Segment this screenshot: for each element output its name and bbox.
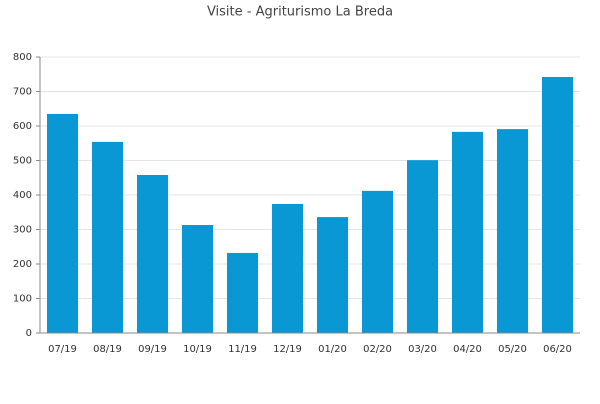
x-tick-label: 10/19	[183, 344, 212, 355]
x-tick-label: 05/20	[498, 344, 527, 355]
y-tick-label: 500	[13, 156, 32, 167]
y-tick-label: 800	[13, 52, 32, 63]
x-tick-label: 11/19	[228, 344, 257, 355]
x-tick-label: 04/20	[453, 344, 482, 355]
y-tick-label: 0	[26, 328, 32, 339]
bar	[136, 174, 169, 333]
bar	[226, 252, 259, 333]
bar	[91, 141, 124, 333]
bar	[316, 217, 349, 333]
y-tick-label: 400	[13, 190, 32, 201]
x-tick-label: 09/19	[138, 344, 167, 355]
y-tick-label: 100	[13, 294, 32, 305]
x-tick-label: 02/20	[363, 344, 392, 355]
y-tick-label: 200	[13, 259, 32, 270]
x-tick-label: 08/19	[93, 344, 122, 355]
x-tick-label: 06/20	[543, 344, 572, 355]
bar	[541, 77, 574, 333]
x-tick-label: 12/19	[273, 344, 302, 355]
x-tick-label: 01/20	[318, 344, 347, 355]
bar	[181, 225, 214, 333]
bar	[496, 129, 529, 333]
y-tick-label: 300	[13, 225, 32, 236]
bar	[271, 203, 304, 333]
chart-title: Visite - Agriturismo La Breda	[207, 5, 393, 20]
y-tick-label: 700	[13, 87, 32, 98]
bar	[451, 131, 484, 333]
y-tick-label: 600	[13, 121, 32, 132]
x-tick-label: 03/20	[408, 344, 437, 355]
x-tick-label: 07/19	[48, 344, 77, 355]
bar	[406, 160, 439, 333]
bar	[46, 113, 79, 333]
bar	[361, 190, 394, 333]
